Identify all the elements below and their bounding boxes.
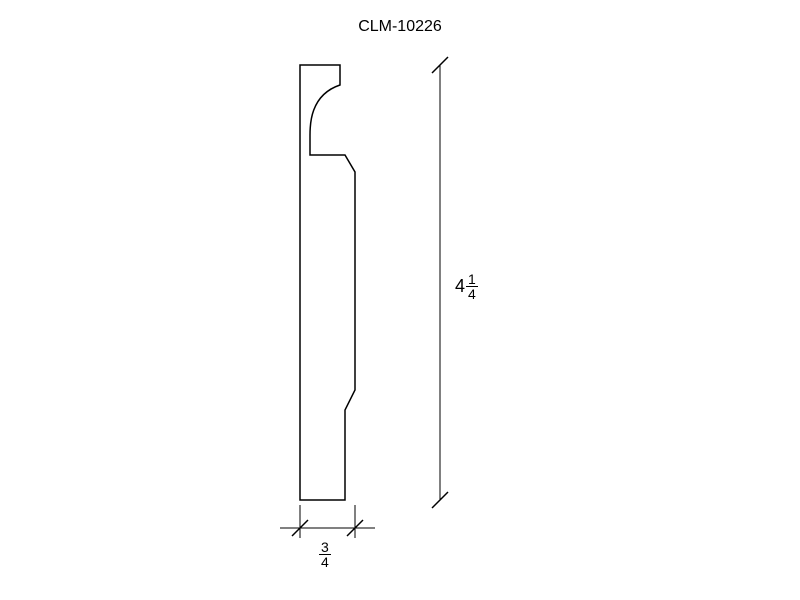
molding-profile <box>300 65 355 500</box>
drawing-svg <box>0 0 800 600</box>
width-den: 4 <box>319 555 331 569</box>
width-dim-label: 3 4 <box>319 540 331 569</box>
height-whole: 4 <box>455 276 465 297</box>
height-den: 4 <box>466 287 478 301</box>
height-num: 1 <box>466 272 478 287</box>
height-dim-label: 4 1 4 <box>455 272 478 301</box>
width-num: 3 <box>319 540 331 555</box>
